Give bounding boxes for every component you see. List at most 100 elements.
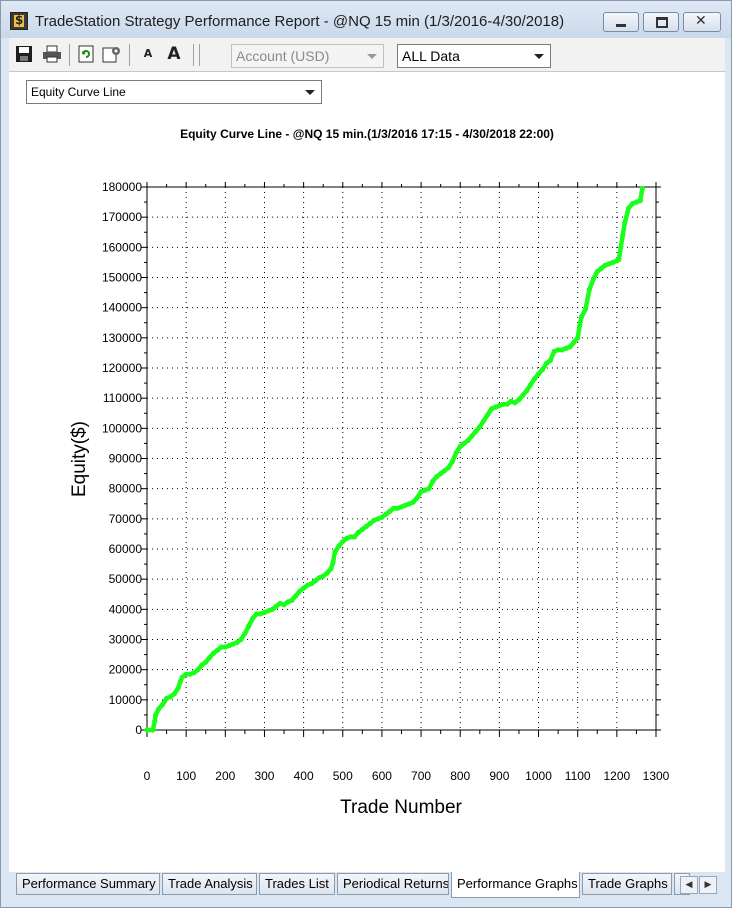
data-point (273, 603, 279, 609)
data-point (426, 486, 432, 492)
data-point (629, 201, 636, 207)
data-point (395, 505, 401, 511)
print-icon[interactable] (41, 43, 63, 65)
tab-trade-analysis[interactable]: Trade Analysis (162, 873, 257, 895)
data-point (547, 357, 553, 364)
data-point (465, 437, 471, 443)
data-point (312, 578, 318, 584)
tab-scroll-left-icon[interactable]: ◀ (680, 876, 698, 894)
data-point (281, 602, 287, 608)
data-point (449, 458, 455, 465)
data-point (336, 543, 342, 549)
tab-performance-graphs[interactable]: Performance Graphs (451, 872, 580, 898)
decrease-font-label: A (143, 47, 153, 60)
data-point (175, 685, 181, 691)
data-point (620, 232, 626, 238)
data-point (156, 706, 162, 712)
x-tick-label: 1200 (603, 769, 630, 783)
minimize-button[interactable] (603, 12, 639, 32)
x-tick-label: 700 (411, 769, 431, 783)
data-point (492, 404, 499, 410)
data-point (246, 623, 252, 629)
data-point (489, 406, 495, 412)
data-point (301, 585, 307, 591)
data-point (293, 593, 299, 599)
maximize-button[interactable] (643, 12, 679, 32)
x-tick-label: 0 (144, 769, 151, 783)
data-point (469, 433, 475, 439)
y-tick-label: 50000 (109, 572, 143, 586)
data-point (152, 718, 158, 724)
x-tick-label: 100 (176, 769, 196, 783)
data-point (535, 371, 542, 377)
tab-performance-summary[interactable]: Performance Summary (16, 873, 160, 895)
data-point (359, 526, 365, 532)
data-point (330, 560, 336, 566)
y-tick-label: 180000 (102, 180, 142, 194)
data-point (289, 597, 295, 603)
data-point (422, 487, 428, 493)
data-point (328, 566, 334, 572)
data-point (211, 650, 217, 656)
y-tick-label: 150000 (102, 271, 142, 285)
data-point (528, 382, 534, 388)
tab-trade-graphs[interactable]: Trade Graphs (582, 873, 672, 895)
data-point (207, 655, 213, 661)
data-point (160, 701, 166, 708)
data-point (430, 478, 436, 484)
data-point (481, 418, 487, 424)
data-point (261, 609, 268, 616)
data-point (406, 501, 412, 507)
refresh-icon[interactable] (75, 43, 97, 65)
data-point (269, 606, 275, 612)
close-button[interactable] (683, 12, 721, 32)
y-axis-label: Equity($) (69, 421, 90, 497)
graph-type-select-value: Equity Curve Line (31, 85, 126, 99)
tab-periodical-returns[interactable]: Periodical Returns (337, 873, 449, 895)
y-tick-label: 20000 (109, 663, 143, 677)
data-point (616, 256, 622, 262)
data-point (618, 244, 624, 250)
x-tick-label: 900 (489, 769, 509, 783)
x-axis-label: Trade Number (340, 797, 462, 818)
data-range-select[interactable]: ALL Data (397, 44, 551, 68)
data-point (150, 727, 156, 733)
data-point (230, 641, 236, 647)
decrease-font-icon[interactable]: A (137, 43, 159, 65)
y-tick-label: 120000 (102, 361, 142, 375)
x-tick-label: 500 (333, 769, 353, 783)
data-point (567, 344, 573, 350)
data-point (324, 570, 330, 576)
data-point (500, 401, 506, 407)
settings-icon[interactable] (101, 43, 123, 65)
graph-type-select[interactable]: Equity Curve Line (26, 80, 322, 104)
tab-scroll-right-icon[interactable]: ▶ (699, 876, 717, 894)
data-point (203, 659, 209, 665)
data-point (516, 397, 522, 403)
data-point (626, 205, 632, 211)
y-axis-tick-labels: 0 10000 20000 30000 40000 50000 60000 70000 8000… (102, 180, 142, 737)
data-point (171, 691, 177, 697)
save-icon[interactable] (13, 43, 35, 65)
data-point (183, 671, 189, 677)
y-tick-label: 80000 (109, 482, 143, 496)
equity-series (144, 185, 645, 733)
data-point (504, 401, 510, 407)
data-point (418, 489, 424, 495)
chevron-down-icon (367, 54, 377, 59)
data-point (398, 504, 405, 510)
x-axis-tick-labels: 0 100 200 300 400 500 600 700 800 900 1000 1100 1200… (144, 769, 670, 783)
data-point (559, 347, 565, 353)
y-tick-label: 110000 (103, 391, 142, 405)
account-select[interactable]: Account (USD) (231, 44, 384, 68)
data-point (351, 534, 358, 540)
data-point (187, 671, 193, 677)
data-point (363, 523, 369, 529)
y-tick-label: 100000 (102, 421, 142, 435)
tab-trades-list[interactable]: Trades List (259, 873, 335, 895)
data-point (637, 198, 643, 204)
chart-title: Equity Curve Line - @NQ 15 min.(1/3/2016… (180, 127, 554, 141)
data-point (316, 575, 322, 581)
increase-font-icon[interactable]: A (163, 43, 185, 65)
data-point (144, 727, 150, 733)
